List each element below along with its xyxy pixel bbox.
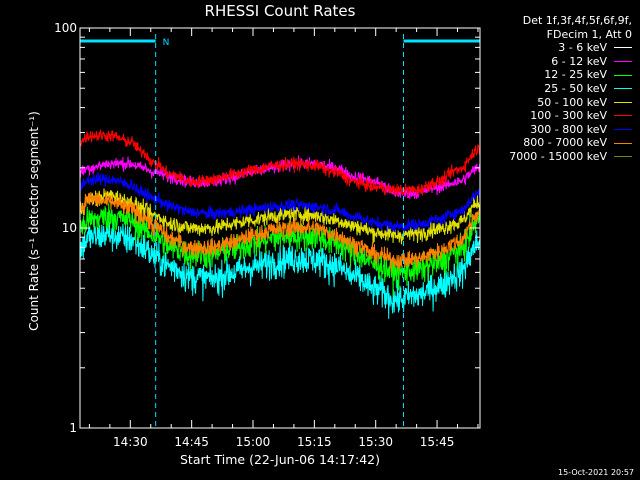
legend-item-label: 50 - 100 keV — [537, 95, 607, 109]
legend-item-label: 25 - 50 keV — [544, 81, 607, 95]
legend-item-label: 800 - 7000 keV — [523, 136, 607, 150]
legend-item: 800 - 7000 keV — [509, 136, 632, 150]
x-tick-label: 15:45 — [420, 435, 455, 449]
attenuator-label: N — [163, 38, 170, 48]
y-axis-label: Count Rate (s⁻¹ detector segment⁻¹) — [27, 111, 41, 331]
legend-swatch — [614, 142, 632, 144]
legend-header-line-1: Det 1f,3f,4f,5f,6f,9f, — [522, 14, 632, 27]
y-tick-label: 1 — [69, 421, 77, 435]
legend-item: 50 - 100 keV — [509, 96, 632, 110]
legend-swatch — [614, 74, 632, 76]
legend-item: 12 - 25 keV — [509, 68, 632, 82]
series-line-300-800keV — [79, 171, 481, 233]
legend-item-label: 100 - 300 keV — [530, 109, 607, 123]
series-layer — [79, 129, 481, 367]
legend-item-label: 7000 - 15000 keV — [509, 149, 607, 163]
legend-entries: 3 - 6 keV 6 - 12 keV 12 - 25 keV 25 - 50 ke… — [509, 41, 632, 163]
x-tick-label: 14:30 — [113, 435, 148, 449]
legend-swatch — [614, 61, 632, 63]
legend-swatch — [614, 115, 632, 117]
legend-item-label: 6 - 12 keV — [551, 54, 607, 68]
x-tick-label: 15:15 — [297, 435, 332, 449]
legend-item: 25 - 50 keV — [509, 82, 632, 96]
legend-swatch — [614, 47, 632, 49]
x-axis-label: Start Time (22-Jun-06 14:17:42) — [180, 452, 380, 467]
legend-item: 300 - 800 keV — [509, 123, 632, 137]
legend-item: 3 - 6 keV — [509, 41, 632, 55]
series-line-800-7000keV — [79, 190, 481, 272]
legend-item: 100 - 300 keV — [509, 109, 632, 123]
legend-item: 6 - 12 keV — [509, 55, 632, 69]
y-tick-label: 100 — [54, 21, 77, 35]
legend-item: 7000 - 15000 keV — [509, 150, 632, 164]
y-tick-label: 10 — [62, 221, 77, 235]
x-tick-label: 15:00 — [236, 435, 271, 449]
legend-item-label: 3 - 6 keV — [558, 41, 607, 55]
legend-swatch — [614, 101, 632, 103]
legend-swatch — [614, 156, 632, 158]
timestamp: 15-Oct-2021 20:57 — [558, 468, 634, 477]
legend: Det 1f,3f,4f,5f,6f,9f, FDecim 1, Att 0 3… — [509, 14, 632, 164]
legend-header-line-2: FDecim 1, Att 0 — [546, 27, 632, 41]
chart-title: RHESSI Count Rates — [204, 2, 356, 20]
tick-layer: 14:30 14:45 15:00 15:15 15:30 15:45 1 10 100 — [54, 21, 480, 449]
series-line-50-100keV — [79, 188, 481, 245]
legend-swatch — [614, 129, 632, 131]
legend-swatch — [614, 88, 632, 90]
x-tick-label: 14:45 — [174, 435, 209, 449]
legend-item-label: 300 - 800 keV — [530, 122, 607, 136]
x-tick-label: 15:30 — [358, 435, 393, 449]
series-line-100-300keV — [79, 129, 481, 197]
series-line-3-6keV — [79, 227, 481, 367]
legend-item-label: 12 - 25 keV — [544, 68, 607, 82]
